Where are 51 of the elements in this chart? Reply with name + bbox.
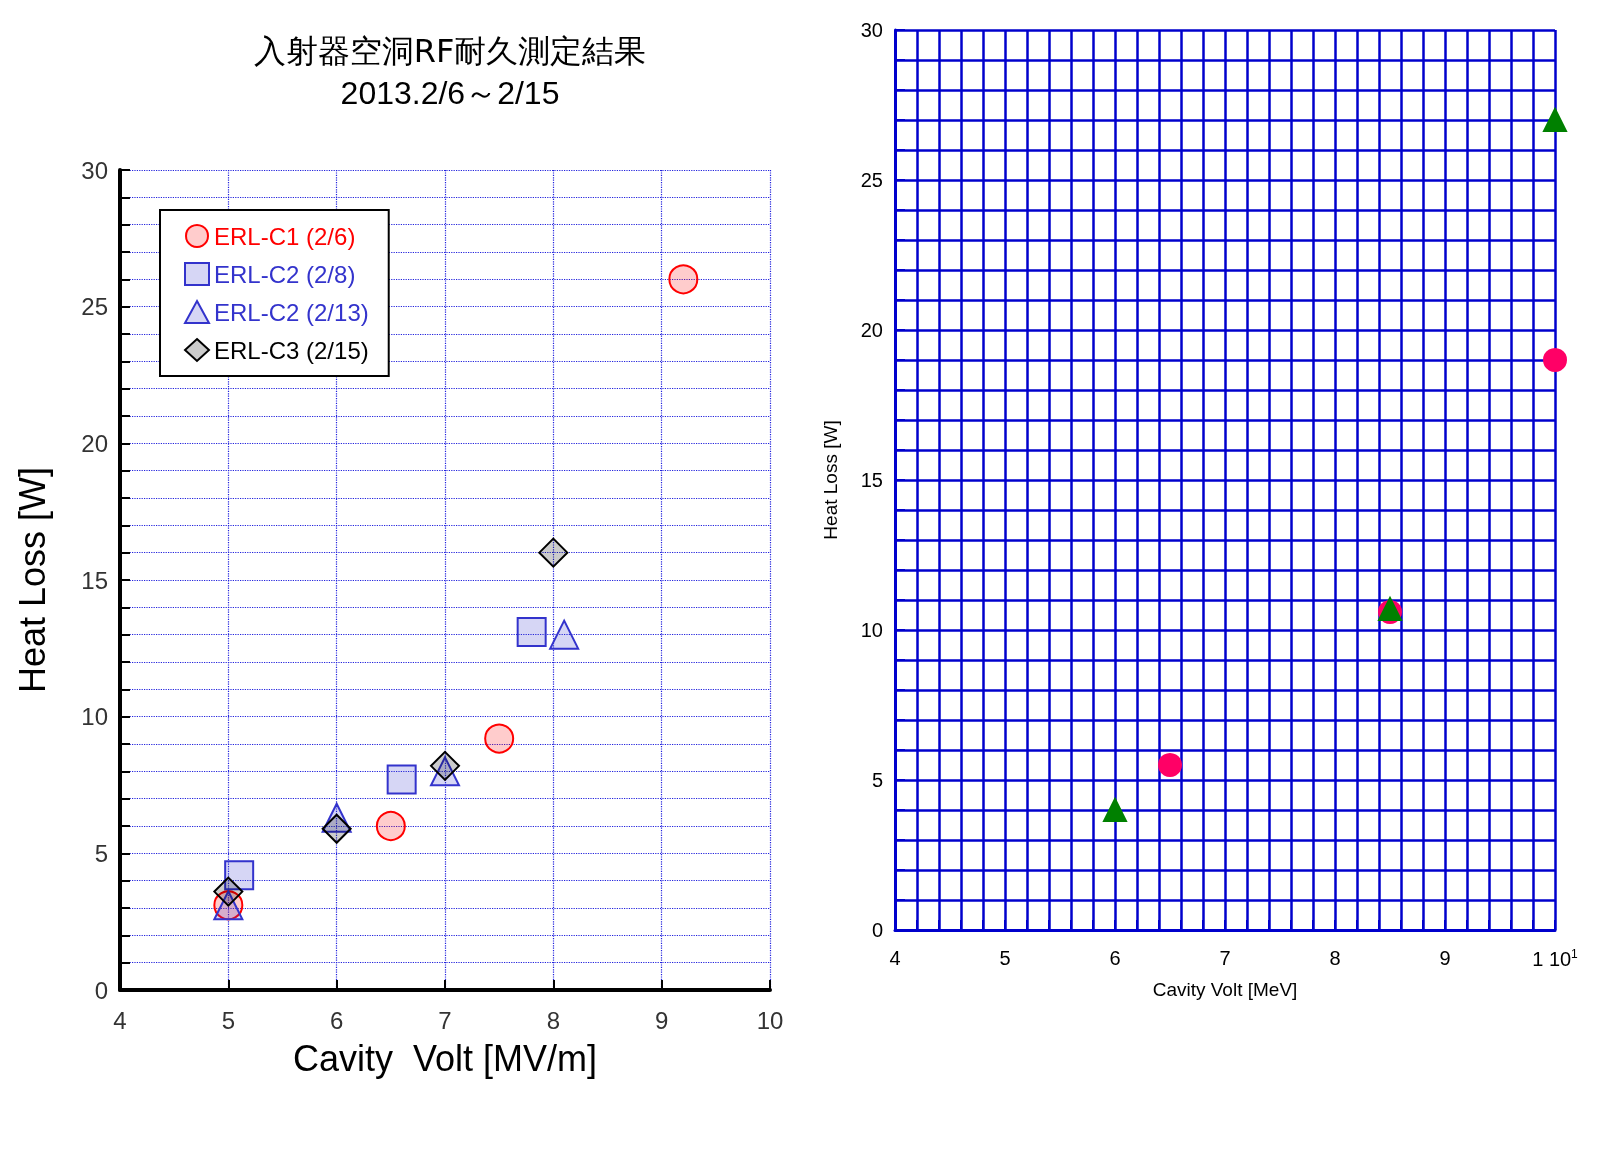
legend-label: ERL-C1 (2/6) xyxy=(214,222,356,250)
y-tick-label: 5 xyxy=(871,769,883,791)
point xyxy=(213,876,244,907)
y-axis-title: Heat Loss [W] xyxy=(820,420,841,540)
point xyxy=(484,723,515,754)
y-tick-label: 25 xyxy=(81,293,108,321)
x-tick-label: 9 xyxy=(1439,947,1451,969)
point xyxy=(375,811,406,841)
point xyxy=(1543,108,1567,132)
x-tick-label: 8 xyxy=(546,1006,561,1034)
legend-label: ERL-C2 (2/8) xyxy=(214,260,356,288)
chart-subtitle: 2013.2/6～2/15 xyxy=(340,75,560,111)
y-tick-label: 10 xyxy=(860,619,883,641)
x-tick-label: 4 xyxy=(113,1006,127,1034)
legend-label: ERL-C3 (2/15) xyxy=(214,336,369,364)
x-axis-title: Cavity Volt [MeV] xyxy=(1152,979,1298,1000)
x-tick-label: 8 xyxy=(1329,947,1341,969)
y-tick-label: 5 xyxy=(94,839,108,867)
legend-label: ERL-C2 (2/13) xyxy=(214,298,369,326)
x-tick-label: 9 xyxy=(654,1006,669,1034)
point xyxy=(386,764,417,795)
point xyxy=(668,264,699,295)
chart-title: 入射器空洞RF耐久測定結果 xyxy=(253,32,647,70)
y-tick-label: 30 xyxy=(81,156,108,184)
y-tick-label: 15 xyxy=(81,566,108,594)
x-tick-label: 5 xyxy=(999,947,1011,969)
point xyxy=(1158,753,1182,777)
x-tick-label: 7 xyxy=(438,1006,452,1034)
point xyxy=(321,813,352,844)
point xyxy=(1543,348,1567,372)
y-axis-title: Heat Loss [W] xyxy=(11,466,53,694)
x-tick-label: 7 xyxy=(1219,947,1231,969)
y-tick-label: 0 xyxy=(94,976,108,1004)
x-tick-label: 5 xyxy=(221,1006,236,1034)
point xyxy=(1103,798,1127,822)
point xyxy=(430,750,460,781)
y-tick-label: 10 xyxy=(81,703,108,731)
x-tick-label: 6 xyxy=(329,1006,344,1034)
point xyxy=(538,537,569,568)
x-tick-label: 6 xyxy=(1109,947,1121,969)
y-tick-label: 15 xyxy=(860,469,883,491)
x-axis-title: Cavity Volt [MV/m] xyxy=(292,1037,598,1079)
y-tick-label: 0 xyxy=(871,919,883,941)
x-tick-label: 10 xyxy=(756,1006,784,1034)
y-tick-label: 20 xyxy=(81,429,108,457)
y-tick-label: 25 xyxy=(860,169,883,191)
x-tick-label: 4 xyxy=(889,947,901,969)
y-tick-label: 20 xyxy=(860,319,883,341)
point xyxy=(516,616,547,647)
point xyxy=(549,619,580,650)
y-tick-label: 30 xyxy=(860,19,883,41)
